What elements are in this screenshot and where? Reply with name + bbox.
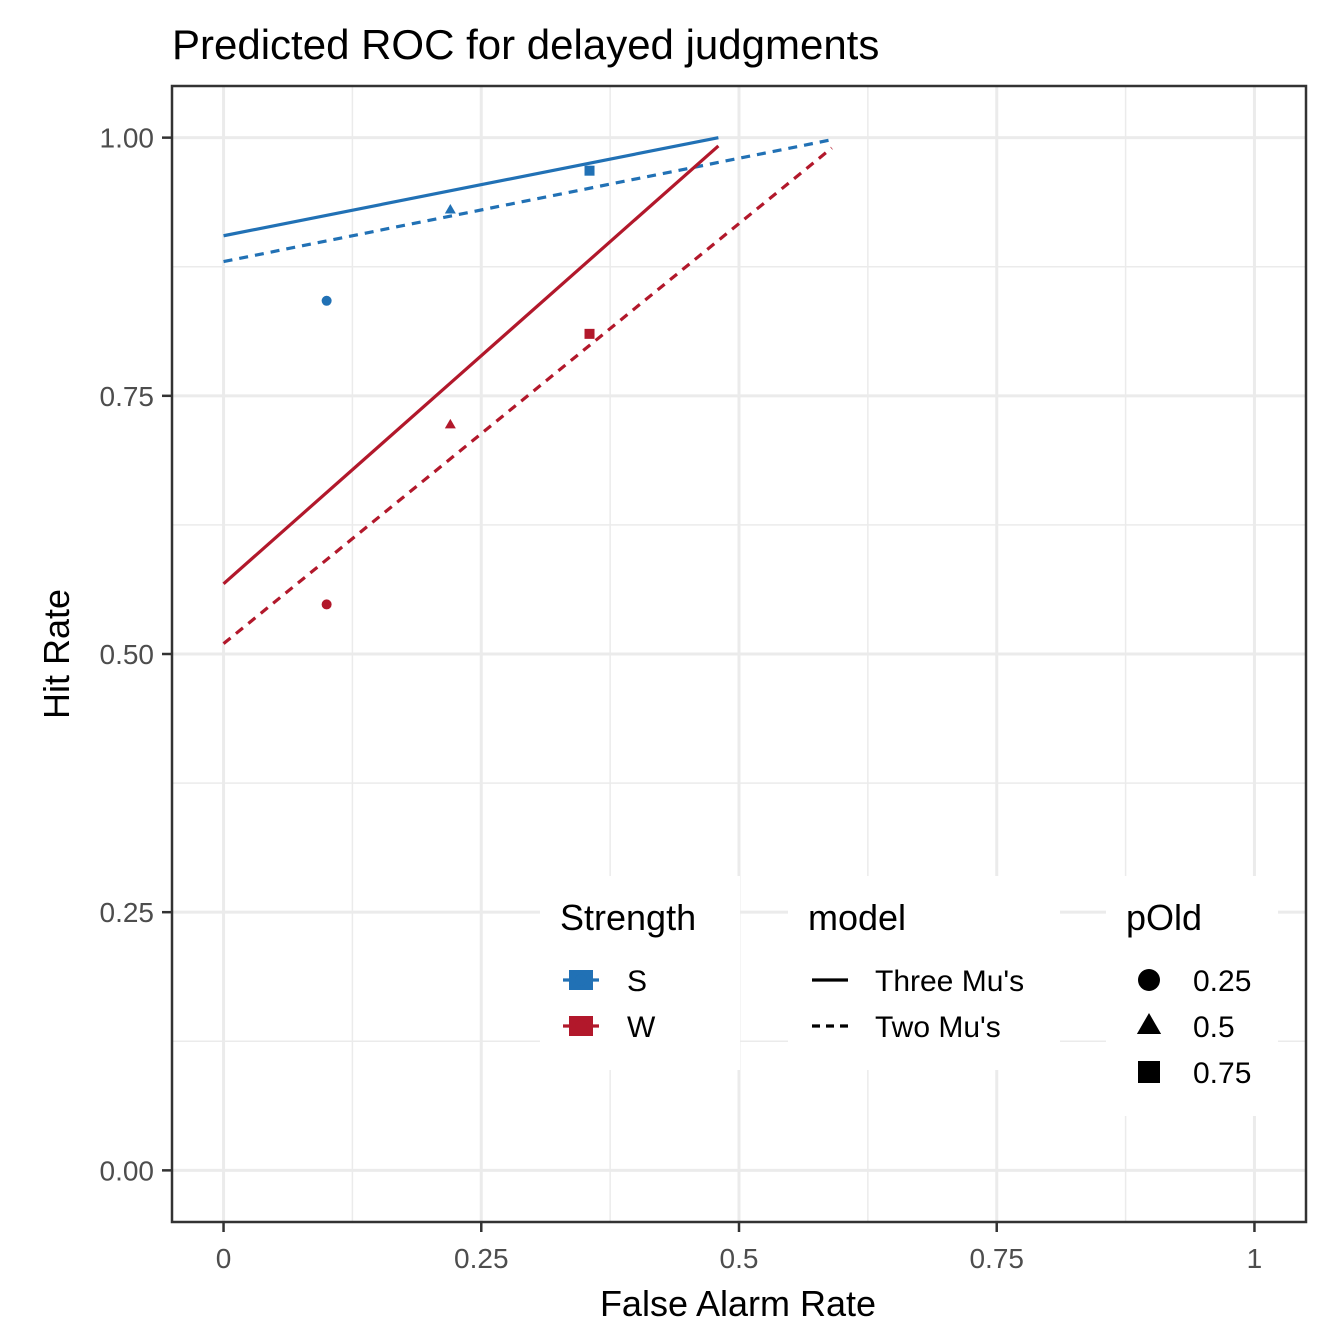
y-tick-label: 1.00	[100, 123, 155, 154]
legend-model-label: Two Mu's	[875, 1011, 1001, 1044]
chart-title: Predicted ROC for delayed judgments	[172, 21, 879, 68]
legend-strength-key-dot	[575, 1020, 587, 1032]
y-tick-label: 0.00	[100, 1155, 155, 1186]
legend-pold-box	[1106, 876, 1278, 1116]
legend-pold-label: 0.75	[1193, 1057, 1251, 1090]
legend-strength-key-dot	[575, 974, 587, 986]
series-line-s-three-mus	[223, 136, 719, 238]
legend-model-title: model	[808, 897, 906, 938]
y-tick-label: 0.25	[100, 897, 155, 928]
legend-pold-key-triangle	[1136, 1013, 1162, 1034]
data-point-w	[444, 418, 456, 429]
legend-strength-title: Strength	[560, 897, 696, 938]
legend-model-label: Three Mu's	[875, 965, 1024, 998]
legend-pold-label: 0.5	[1193, 1011, 1235, 1044]
series-line-w-two-mus	[222, 146, 833, 645]
plot-panel: 0 0.25 0.5 0.75 1 0.00 0.25 0.50 0.75 1.00	[100, 84, 1308, 1274]
legend-pold-key-circle	[1138, 969, 1160, 991]
legend-strength-label: W	[627, 1011, 656, 1044]
x-tick-label: 0.25	[454, 1243, 509, 1274]
legend-model-box	[788, 876, 1060, 1070]
y-tick-label: 0.75	[100, 381, 155, 412]
x-tick-label: 0	[216, 1243, 232, 1274]
y-tick-label: 0.50	[100, 639, 155, 670]
legend-strength-label: S	[627, 965, 647, 998]
x-tick-label: 0.5	[720, 1243, 759, 1274]
data-point-w	[321, 599, 332, 610]
data-point-s	[321, 295, 332, 306]
y-axis-title: Hit Rate	[36, 589, 77, 719]
data-point-s	[584, 165, 595, 176]
x-axis-title: False Alarm Rate	[600, 1283, 876, 1324]
data-point-w	[584, 328, 595, 339]
legend-pold-key-square	[1138, 1061, 1160, 1083]
x-tick-label: 0.75	[969, 1243, 1024, 1274]
data-point-s	[444, 204, 456, 214]
x-tick-label: 1	[1247, 1243, 1263, 1274]
series-line-s-two-mus	[223, 138, 833, 264]
legend-pold-label: 0.25	[1193, 965, 1251, 998]
series-line-w-three-mus	[222, 144, 720, 585]
legend-pold-title: pOld	[1126, 897, 1202, 938]
